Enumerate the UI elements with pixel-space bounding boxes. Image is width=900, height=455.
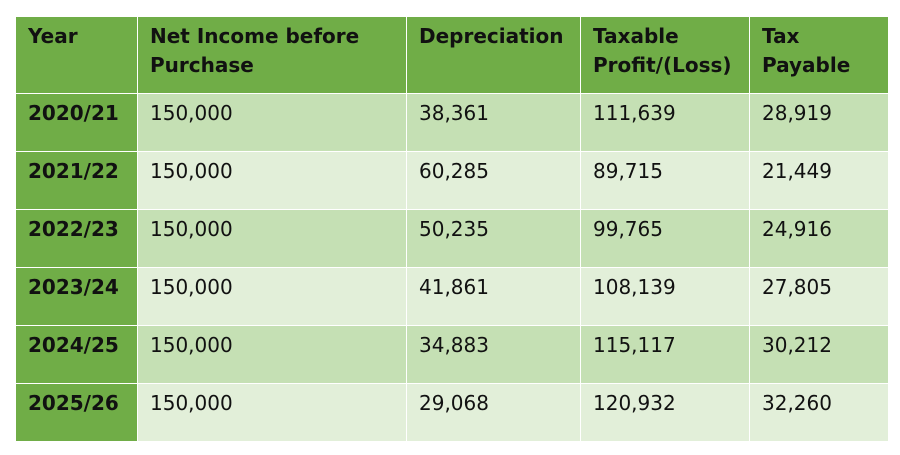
table-row: 2020/21 150,000 38,361 111,639 28,919 (15, 93, 889, 152)
year-cell: 2022/23 (15, 209, 138, 268)
year-cell: 2025/26 (15, 383, 138, 442)
tax-payable-cell: 27,805 (749, 267, 889, 326)
taxable-profit-cell: 111,639 (580, 93, 750, 152)
net-income-cell: 150,000 (137, 209, 407, 268)
header-year: Year (15, 16, 138, 94)
depreciation-cell: 38,361 (406, 93, 581, 152)
year-cell: 2020/21 (15, 93, 138, 152)
depreciation-cell: 60,285 (406, 151, 581, 210)
tax-payable-cell: 21,449 (749, 151, 889, 210)
taxable-profit-cell: 89,715 (580, 151, 750, 210)
taxable-profit-cell: 108,139 (580, 267, 750, 326)
taxable-profit-cell: 99,765 (580, 209, 750, 268)
header-taxable-profit: Taxable Profit/(Loss) (580, 16, 750, 94)
net-income-cell: 150,000 (137, 93, 407, 152)
header-tax-payable: Tax Payable (749, 16, 889, 94)
net-income-cell: 150,000 (137, 267, 407, 326)
depreciation-cell: 34,883 (406, 325, 581, 384)
tax-payable-cell: 28,919 (749, 93, 889, 152)
depreciation-cell: 41,861 (406, 267, 581, 326)
header-row: Year Net Income before Purchase Deprecia… (15, 16, 889, 94)
tax-payable-cell: 30,212 (749, 325, 889, 384)
depreciation-cell: 29,068 (406, 383, 581, 442)
tax-payable-cell: 24,916 (749, 209, 889, 268)
header-net-income: Net Income before Purchase (137, 16, 407, 94)
taxable-profit-cell: 115,117 (580, 325, 750, 384)
table-row: 2021/22 150,000 60,285 89,715 21,449 (15, 151, 889, 210)
year-cell: 2021/22 (15, 151, 138, 210)
net-income-cell: 150,000 (137, 383, 407, 442)
table-row: 2024/25 150,000 34,883 115,117 30,212 (15, 325, 889, 384)
net-income-cell: 150,000 (137, 151, 407, 210)
taxable-profit-cell: 120,932 (580, 383, 750, 442)
depreciation-cell: 50,235 (406, 209, 581, 268)
table-row: 2023/24 150,000 41,861 108,139 27,805 (15, 267, 889, 326)
tax-table: Year Net Income before Purchase Deprecia… (15, 16, 889, 442)
table-row: 2022/23 150,000 50,235 99,765 24,916 (15, 209, 889, 268)
tax-table-container: Year Net Income before Purchase Deprecia… (15, 16, 889, 442)
net-income-cell: 150,000 (137, 325, 407, 384)
year-cell: 2023/24 (15, 267, 138, 326)
year-cell: 2024/25 (15, 325, 138, 384)
table-row: 2025/26 150,000 29,068 120,932 32,260 (15, 383, 889, 442)
tax-payable-cell: 32,260 (749, 383, 889, 442)
header-depreciation: Depreciation (406, 16, 581, 94)
